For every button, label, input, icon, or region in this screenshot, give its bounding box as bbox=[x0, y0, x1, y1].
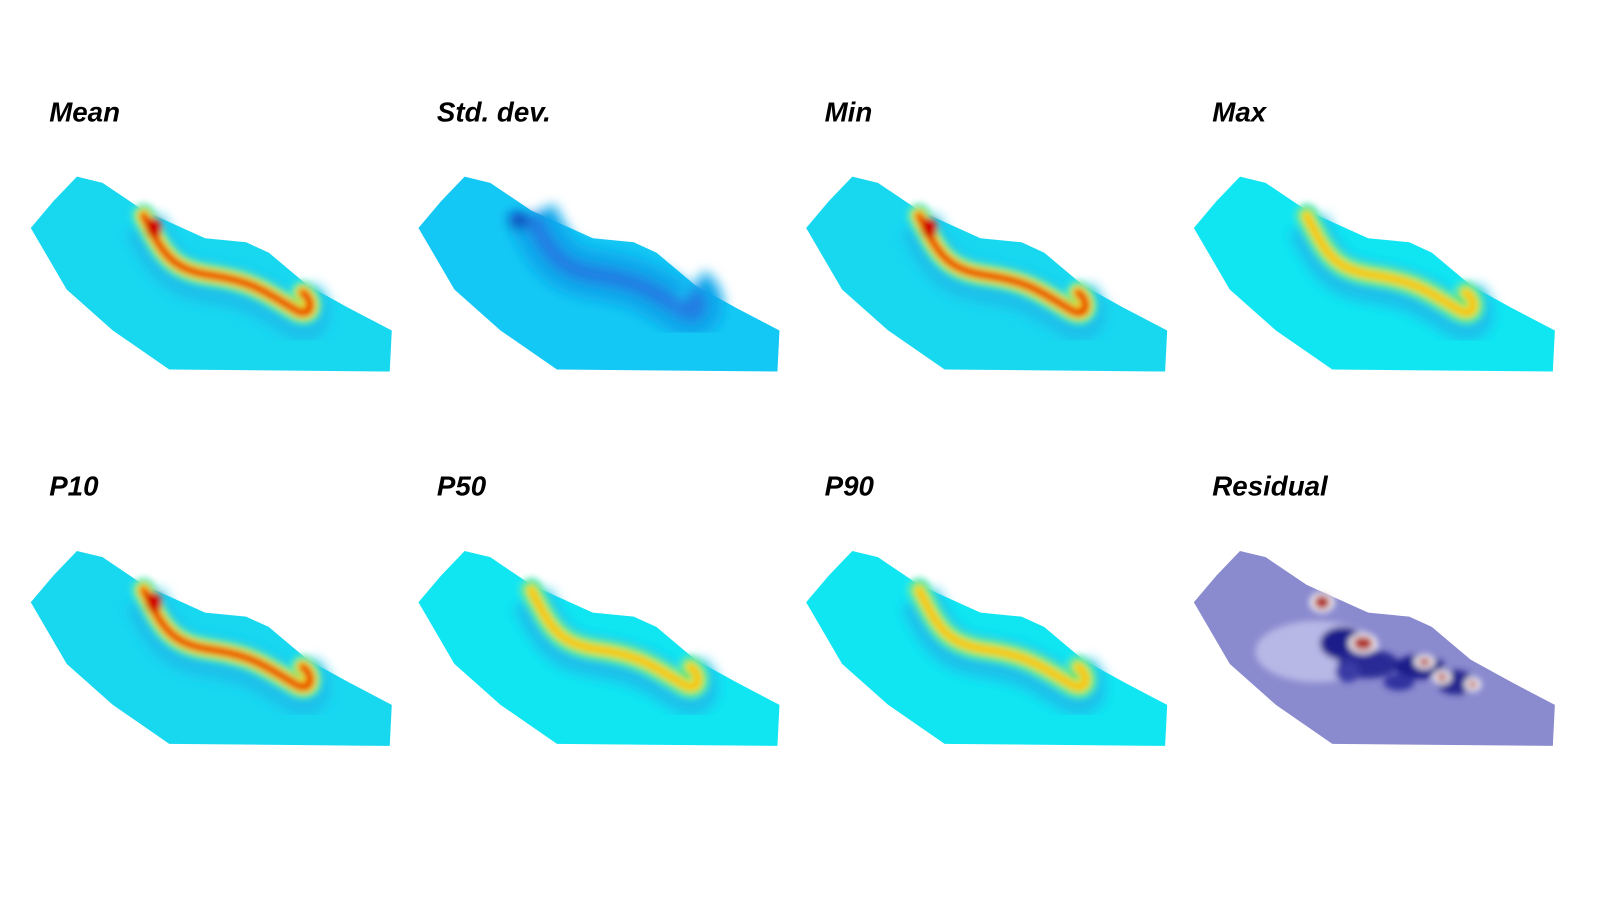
peak bbox=[145, 217, 163, 239]
contour bbox=[916, 213, 1088, 316]
peak bbox=[508, 213, 530, 228]
core bbox=[523, 211, 706, 321]
map-panel bbox=[30, 551, 392, 746]
map-panel bbox=[806, 176, 1168, 372]
panel-title: Mean bbox=[49, 96, 120, 127]
peak bbox=[145, 592, 163, 613]
panel-title: P50 bbox=[437, 471, 487, 502]
variance bbox=[508, 203, 724, 339]
contour bbox=[141, 213, 313, 316]
panel-title: Std. dev. bbox=[437, 96, 551, 127]
map-panel bbox=[418, 551, 780, 746]
blob bbox=[1352, 636, 1374, 651]
contour bbox=[1304, 213, 1476, 316]
panel-title: Residual bbox=[1212, 471, 1329, 502]
map-panel bbox=[1193, 551, 1555, 746]
anomalies bbox=[1255, 592, 1482, 695]
map-panel bbox=[806, 551, 1168, 746]
blob bbox=[1468, 680, 1477, 689]
streak bbox=[518, 577, 710, 700]
peak bbox=[921, 217, 938, 239]
map-panel bbox=[418, 176, 780, 372]
blob bbox=[1313, 595, 1331, 610]
streak bbox=[906, 577, 1098, 700]
contour bbox=[141, 587, 313, 690]
panel-title: P10 bbox=[49, 471, 99, 502]
streak bbox=[131, 577, 323, 700]
panel-title: Max bbox=[1212, 96, 1267, 127]
streak bbox=[1294, 203, 1486, 325]
contour bbox=[528, 587, 701, 690]
panel-title: P90 bbox=[825, 471, 875, 502]
blob bbox=[1383, 674, 1415, 691]
blob bbox=[1335, 661, 1360, 683]
streak bbox=[906, 203, 1098, 325]
blob bbox=[1418, 657, 1431, 666]
map-panel bbox=[30, 176, 392, 372]
contour bbox=[916, 587, 1088, 690]
blob bbox=[1436, 673, 1448, 682]
streak bbox=[131, 203, 323, 325]
map-panel bbox=[1193, 176, 1555, 372]
panel-title: Min bbox=[825, 96, 873, 127]
